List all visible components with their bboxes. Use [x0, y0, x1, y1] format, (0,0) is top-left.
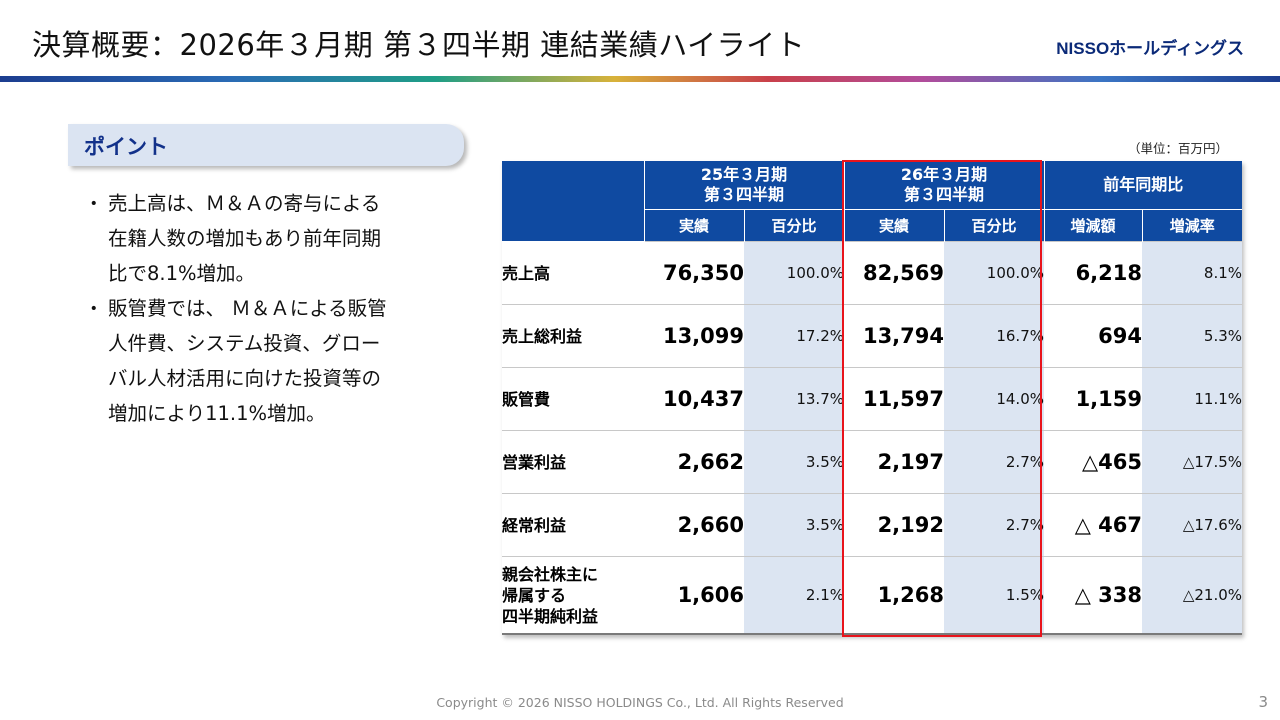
curr-actual: 2,192: [844, 493, 944, 557]
row-label: 売上高: [502, 241, 644, 305]
curr-pct: 1.5%: [944, 556, 1044, 634]
bullet-dot: ・: [84, 297, 104, 320]
yoy-diff: △ 338: [1044, 556, 1142, 634]
bullet-line: 売上高は、Ｍ＆Ａの寄与による: [108, 192, 381, 215]
yoy-rate: △21.0%: [1142, 556, 1243, 634]
financial-highlights-table: 25年３月期 第３四半期 26年３月期 第３四半期 前年同期比 実績 百分比 実…: [502, 161, 1243, 635]
row-label: 親会社株主に 帰属する 四半期純利益: [502, 556, 644, 634]
prev-pct: 2.1%: [744, 556, 844, 634]
prev-pct: 13.7%: [744, 367, 844, 431]
subheader-rate: 増減率: [1141, 209, 1243, 242]
header-curr-line1: 26年３月期: [900, 165, 988, 184]
company-logo: NISSO NISSOホールディングス: [1056, 34, 1244, 59]
header-corner: [502, 161, 644, 242]
curr-actual: 13,794: [844, 304, 944, 368]
yoy-diff: 1,159: [1044, 367, 1142, 431]
logo-text: NISSOホールディングス: [1056, 39, 1244, 58]
point-heading: ポイント: [84, 135, 168, 159]
prev-actual: 76,350: [644, 241, 744, 305]
curr-pct: 2.7%: [944, 430, 1044, 494]
bullet-line: 人件費、システム投資、グロー: [108, 332, 381, 355]
bullet-item: ・ 販管費では、 Ｍ＆Ａによる販管 人件費、システム投資、グロー バル人材活用に…: [80, 291, 450, 431]
prev-actual: 10,437: [644, 367, 744, 431]
bullet-item: ・ 売上高は、Ｍ＆Ａの寄与による 在籍人数の増加もあり前年同期 比で8.1%増加…: [80, 186, 450, 291]
header-prev-line2: 第３四半期: [703, 185, 784, 204]
curr-pct: 2.7%: [944, 493, 1044, 557]
table-row: 売上総利益 13,099 17.2% 13,794 16.7% 694 5.3%: [502, 304, 1243, 368]
yoy-rate: 8.1%: [1142, 241, 1243, 305]
curr-actual: 2,197: [844, 430, 944, 494]
row-label: 販管費: [502, 367, 644, 431]
row-label: 経常利益: [502, 493, 644, 557]
prev-actual: 2,662: [644, 430, 744, 494]
header-curr-period: 26年３月期 第３四半期: [843, 161, 1044, 210]
bullet-line: 比で8.1%増加。: [108, 262, 256, 285]
table-row: 親会社株主に 帰属する 四半期純利益 1,606 2.1% 1,268 1.5%…: [502, 556, 1243, 634]
yoy-rate: 11.1%: [1142, 367, 1243, 431]
subheader-prev-pct: 百分比: [743, 209, 844, 242]
yoy-diff: △ 467: [1044, 493, 1142, 557]
row-label: 売上総利益: [502, 304, 644, 368]
yoy-rate: 5.3%: [1142, 304, 1243, 368]
prev-pct: 100.0%: [744, 241, 844, 305]
curr-pct: 14.0%: [944, 367, 1044, 431]
prev-actual: 1,606: [644, 556, 744, 634]
page-number: 3: [1258, 693, 1268, 711]
bullet-line: 増加により11.1%増加。: [108, 402, 326, 425]
subheader-diff: 増減額: [1043, 209, 1142, 242]
curr-actual: 11,597: [844, 367, 944, 431]
page-title: 決算概要：2026年３月期 第３四半期 連結業績ハイライト: [32, 28, 806, 62]
table-row: 販管費 10,437 13.7% 11,597 14.0% 1,159 11.1…: [502, 367, 1243, 431]
bullet-line: 在籍人数の増加もあり前年同期: [108, 227, 382, 250]
table-row: 経常利益 2,660 3.5% 2,192 2.7% △ 467 △17.6%: [502, 493, 1243, 557]
yoy-rate: △17.5%: [1142, 430, 1243, 494]
table-row: 営業利益 2,662 3.5% 2,197 2.7% △465 △17.5%: [502, 430, 1243, 494]
curr-pct: 100.0%: [944, 241, 1044, 305]
yoy-diff: 6,218: [1044, 241, 1142, 305]
bullet-line: 販管費では、 Ｍ＆Ａによる販管: [108, 297, 387, 320]
prev-pct: 17.2%: [744, 304, 844, 368]
yoy-diff: △465: [1044, 430, 1142, 494]
yoy-rate: △17.6%: [1142, 493, 1243, 557]
prev-pct: 3.5%: [744, 493, 844, 557]
header-divider: [0, 76, 1280, 82]
curr-actual: 1,268: [844, 556, 944, 634]
header-prev-period: 25年３月期 第３四半期: [643, 161, 844, 210]
curr-pct: 16.7%: [944, 304, 1044, 368]
subheader-prev-actual: 実績: [643, 209, 744, 242]
bullet-line: バル人材活用に向けた投資等の: [108, 367, 382, 390]
header-yoy: 前年同期比: [1043, 161, 1243, 210]
point-heading-tab: ポイント: [68, 124, 464, 166]
table-header-row: 25年３月期 第３四半期 26年３月期 第３四半期 前年同期比: [502, 161, 1243, 242]
prev-actual: 2,660: [644, 493, 744, 557]
curr-actual: 82,569: [844, 241, 944, 305]
table-row: 売上高 76,350 100.0% 82,569 100.0% 6,218 8.…: [502, 241, 1243, 305]
copyright-footer: Copyright © 2026 NISSO HOLDINGS Co., Ltd…: [436, 695, 844, 710]
point-bullets: ・ 売上高は、Ｍ＆Ａの寄与による 在籍人数の増加もあり前年同期 比で8.1%増加…: [80, 186, 450, 431]
subheader-curr-actual: 実績: [843, 209, 944, 242]
yoy-diff: 694: [1044, 304, 1142, 368]
table-subheader-row: 実績 百分比 実績 百分比 増減額 増減率: [502, 209, 1243, 242]
row-label: 営業利益: [502, 430, 644, 494]
prev-actual: 13,099: [644, 304, 744, 368]
header-prev-line1: 25年３月期: [700, 165, 788, 184]
header-curr-line2: 第３四半期: [903, 185, 984, 204]
bullet-dot: ・: [84, 192, 104, 215]
prev-pct: 3.5%: [744, 430, 844, 494]
unit-label: （単位：百万円）: [1128, 141, 1229, 156]
subheader-curr-pct: 百分比: [943, 209, 1044, 242]
